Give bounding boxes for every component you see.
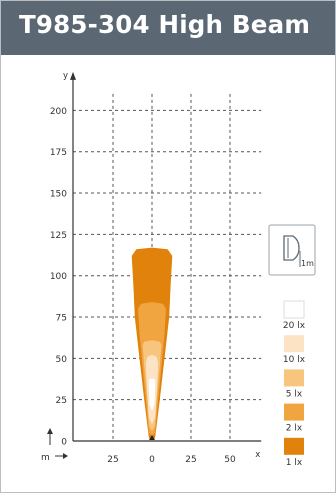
y-axis-label: y xyxy=(63,71,68,81)
legend-label-2-lx: 2 lx xyxy=(286,424,303,434)
page-title: T985-304 High Beam xyxy=(19,10,311,39)
legend-swatch-5-lx xyxy=(284,369,304,387)
legend-swatch-10-lx xyxy=(284,335,304,353)
scale-icon-box xyxy=(268,224,316,276)
origin-marker xyxy=(149,435,155,440)
chart-area: y x m 0 25 50 75 100 125 150 175 200 25 0 25 50 1m 20 … xyxy=(1,55,335,492)
lamp-icon xyxy=(283,235,300,261)
unit-label: m xyxy=(41,453,50,463)
y-tick-label: 200 xyxy=(50,107,67,117)
scale-icon-label: 1m xyxy=(301,259,314,268)
legend-label-20-lx: 20 lx xyxy=(283,321,306,331)
x-tick-label: 25 xyxy=(185,455,196,465)
beam-area-20-lx xyxy=(148,378,156,412)
y-tick-label: 25 xyxy=(56,396,67,406)
legend-swatch-2-lx xyxy=(284,403,304,421)
x-tick-label: 50 xyxy=(224,455,236,465)
legend-swatch-20-lx xyxy=(283,300,305,319)
y-tick-label: 175 xyxy=(50,148,67,158)
distance-scale-icon: 1m xyxy=(268,224,316,276)
header-bar: T985-304 High Beam xyxy=(1,1,335,55)
legend-swatch-1-lx xyxy=(284,437,304,455)
y-tick-label: 100 xyxy=(50,272,67,282)
legend-label-10-lx: 10 lx xyxy=(283,355,306,365)
legend-label-5-lx: 5 lx xyxy=(286,389,303,399)
unit-up-arrow-head xyxy=(47,428,53,434)
y-tick-label: 50 xyxy=(56,355,68,365)
y-tick-label: 0 xyxy=(61,438,67,448)
y-tick-label: 125 xyxy=(50,231,67,241)
x-axis-label: x xyxy=(255,450,260,460)
x-tick-label: 25 xyxy=(107,455,118,465)
x-tick-label: 0 xyxy=(149,455,155,465)
beam-pattern-chart: y x m 0 25 50 75 100 125 150 175 200 25 0 25 50 1m 20 … xyxy=(41,71,316,468)
unit-right-arrow-head xyxy=(63,453,68,459)
legend-label-1-lx: 1 lx xyxy=(286,458,303,468)
y-tick-label: 75 xyxy=(56,314,67,324)
y-axis-arrow xyxy=(70,71,76,80)
y-tick-label: 150 xyxy=(50,190,67,200)
